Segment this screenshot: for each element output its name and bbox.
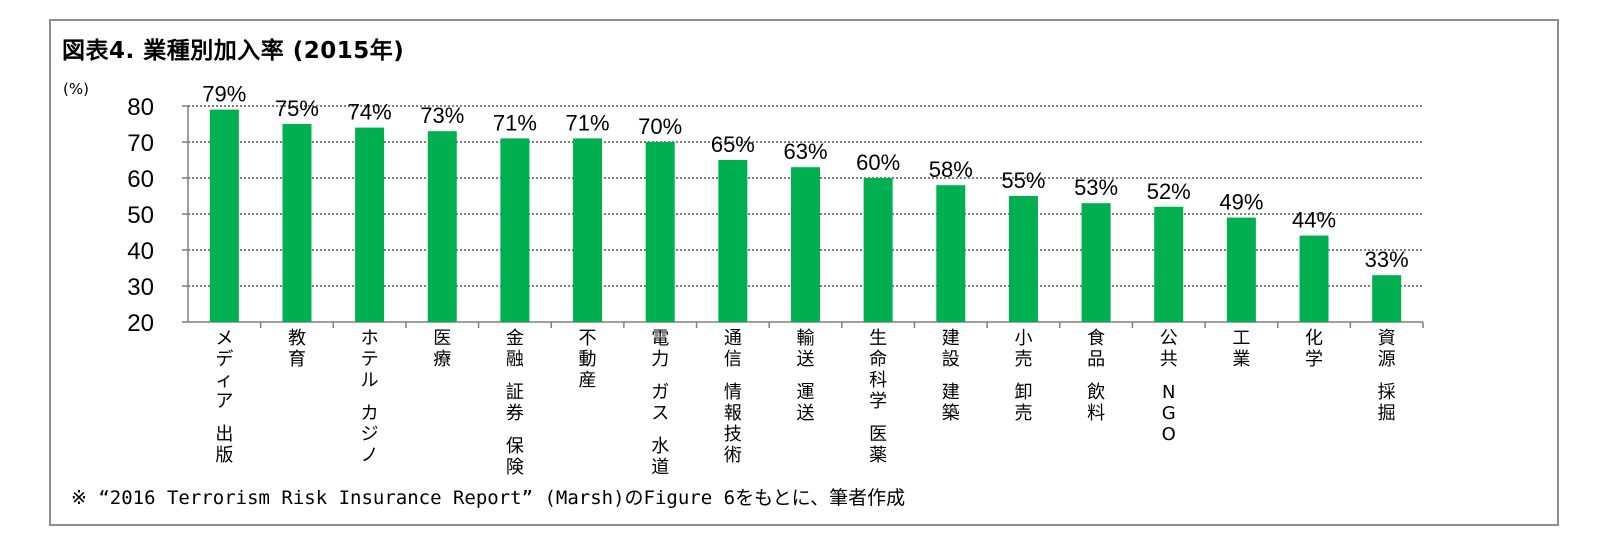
x-tick-label: 通信情報技術 (724, 328, 742, 466)
y-tick-label: 70 (127, 130, 154, 157)
x-tick-label: ホテルカジノ (361, 328, 379, 466)
bar (1081, 203, 1111, 322)
data-label: 73% (420, 103, 464, 128)
x-tick-label: 教育 (288, 328, 306, 370)
y-axis-unit-label: (%) (63, 80, 89, 98)
data-label: 71% (493, 110, 537, 135)
x-tick-label: 建設建築 (942, 328, 960, 424)
bar (209, 109, 239, 322)
bar (1154, 206, 1184, 322)
data-label: 65% (711, 132, 755, 157)
data-label: 53% (1074, 175, 1118, 200)
data-label: 70% (638, 114, 682, 139)
bar (1008, 196, 1038, 322)
data-label: 75% (275, 96, 319, 121)
y-tick-label: 40 (127, 238, 154, 265)
bar (645, 142, 675, 322)
bar-chart: (%) 20 30 40 50 60 70 80 79% メディア出版 75% 教育 74% ホテルカジノ… (63, 80, 1424, 478)
bar (282, 124, 312, 322)
data-label: 49% (1219, 190, 1263, 215)
data-label: 33% (1365, 247, 1409, 272)
data-label: 79% (202, 82, 246, 107)
x-tick-label: 工業 (1232, 328, 1250, 370)
bar (573, 138, 603, 322)
bar (427, 131, 457, 322)
x-tick-label: 公共 N G O (1160, 328, 1178, 445)
figure-frame: 図表4. 業種別加入率 (2015年) (%) 20 30 40 50 60 70 80 79%… (49, 19, 1559, 526)
bar (1299, 235, 1329, 322)
figure-title: 図表4. 業種別加入率 (2015年) (62, 38, 405, 64)
x-tick-label: 小売卸売 (1014, 328, 1032, 424)
data-label: 74% (348, 100, 392, 125)
x-tick-label: 輸送運送 (797, 328, 815, 424)
x-tick-label: メディア出版 (215, 328, 233, 466)
bar (718, 160, 748, 322)
bar (1372, 275, 1402, 322)
x-tick-label: 医療 (433, 328, 451, 370)
x-tick-label: 不動産 (579, 328, 597, 391)
data-label: 52% (1147, 179, 1191, 204)
bar (500, 138, 530, 322)
y-tick-label: 20 (127, 310, 154, 337)
data-label: 60% (856, 150, 900, 175)
bar (936, 185, 966, 322)
x-tick-label: 生命科学医薬 (869, 328, 887, 466)
data-label: 71% (566, 110, 610, 135)
data-label: 63% (783, 139, 827, 164)
x-tick-label: 金融証券保険 (506, 328, 524, 478)
bar (791, 167, 820, 322)
x-tick-label: 電力ガス水道 (651, 328, 669, 478)
y-tick-label: 80 (127, 94, 154, 121)
y-tick-label: 50 (127, 202, 154, 229)
x-tick-label: 資源採掘 (1378, 328, 1396, 424)
source-note: ※ “2016 Terrorism Risk Insurance Report”… (71, 487, 906, 509)
x-tick-label: 化学 (1305, 328, 1323, 370)
y-tick-label: 60 (127, 166, 154, 193)
bar (355, 127, 385, 322)
data-label: 55% (1001, 168, 1045, 193)
y-tick-label: 30 (127, 274, 154, 301)
x-tick-label: 食品飲料 (1087, 328, 1105, 424)
data-label: 44% (1292, 208, 1336, 233)
data-label: 58% (929, 157, 973, 182)
bar (1226, 217, 1256, 322)
bar (863, 178, 893, 322)
